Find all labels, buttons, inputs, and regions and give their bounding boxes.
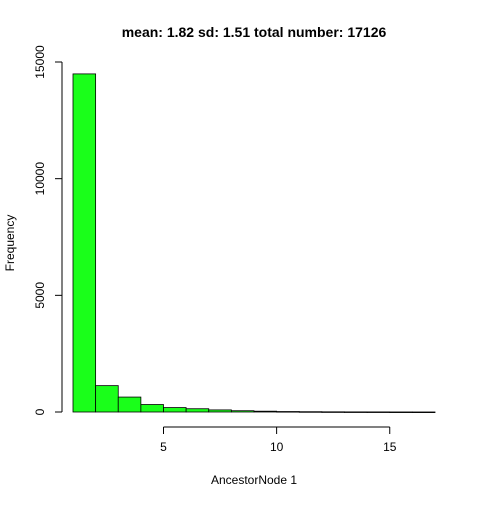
x-axis: 5 10 15 <box>160 427 397 454</box>
chart-title: mean: 1.82 sd: 1.51 total number: 17126 <box>122 24 387 40</box>
histogram-bar-2 <box>96 386 119 412</box>
bars-group <box>73 74 435 413</box>
x-axis-label: AncestorNode 1 <box>211 473 297 487</box>
histogram-bar-5 <box>164 408 187 412</box>
histogram-bar-11 <box>299 412 322 413</box>
y-tick-label-15000: 15000 <box>33 45 47 79</box>
y-axis: 0 5000 10000 15000 <box>33 45 62 415</box>
x-tick-label-5: 5 <box>160 440 167 454</box>
y-axis-label: Frequency <box>3 215 17 272</box>
histogram-bar-13 <box>345 412 368 413</box>
histogram-bar-8 <box>231 411 254 412</box>
histogram-bar-12 <box>322 412 345 413</box>
histogram-bar-1 <box>73 74 96 412</box>
histogram-bar-14 <box>367 412 390 413</box>
x-tick-label-10: 10 <box>270 440 284 454</box>
histogram-bar-3 <box>118 397 141 412</box>
histogram-bar-9 <box>254 411 277 412</box>
y-tick-label-5000: 5000 <box>33 282 47 309</box>
y-tick-label-0: 0 <box>33 408 47 415</box>
histogram-bar-15 <box>390 412 413 413</box>
x-tick-label-15: 15 <box>383 440 397 454</box>
histogram-bar-10 <box>277 412 300 413</box>
histogram-bar-16 <box>412 412 435 413</box>
histogram-bar-6 <box>186 409 209 412</box>
histogram-bar-7 <box>209 410 232 412</box>
histogram-bar-4 <box>141 405 164 412</box>
y-tick-label-10000: 10000 <box>33 162 47 196</box>
